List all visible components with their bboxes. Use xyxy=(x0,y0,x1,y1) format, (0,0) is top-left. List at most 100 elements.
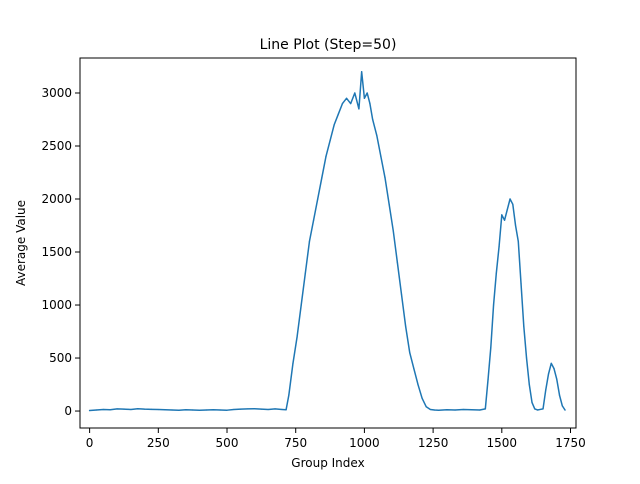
series-point xyxy=(388,203,390,205)
y-tick-label: 2000 xyxy=(41,192,72,206)
series-point xyxy=(545,389,547,391)
series-point xyxy=(116,408,118,410)
series-point xyxy=(503,219,506,221)
series-point xyxy=(363,97,366,99)
series-point xyxy=(219,409,221,411)
series-point xyxy=(528,383,530,386)
series-point xyxy=(366,92,368,94)
series-point xyxy=(470,409,473,411)
x-tick-label: 1500 xyxy=(487,436,518,450)
series-point xyxy=(490,346,492,349)
x-tick-label: 0 xyxy=(86,436,94,450)
series-point xyxy=(376,134,378,136)
series-point xyxy=(498,246,500,248)
series-point xyxy=(487,378,489,380)
series-point xyxy=(130,408,132,411)
series-point xyxy=(433,409,436,411)
series-point xyxy=(296,336,298,338)
series-point xyxy=(425,406,427,408)
series-point xyxy=(413,368,415,370)
series-point xyxy=(361,71,363,73)
series-point xyxy=(484,408,486,410)
series-point xyxy=(520,283,522,285)
plot-area-frame xyxy=(79,57,577,429)
series-point xyxy=(372,118,374,121)
series-point xyxy=(300,304,302,306)
y-tick-label: 0 xyxy=(64,404,72,418)
series-point xyxy=(558,394,561,396)
series-point xyxy=(542,408,544,410)
series-point xyxy=(321,177,323,179)
series-point xyxy=(523,325,525,327)
series-point xyxy=(304,272,306,274)
series-point xyxy=(501,214,503,216)
series-point xyxy=(380,156,382,158)
series-point xyxy=(157,408,159,411)
series-point xyxy=(137,408,139,410)
series-point xyxy=(514,224,517,227)
series-layer xyxy=(88,71,566,412)
y-tick-label: 1000 xyxy=(41,298,72,312)
series-point xyxy=(384,177,386,179)
series-point xyxy=(178,409,180,411)
series-point xyxy=(226,409,228,411)
series-point xyxy=(564,409,566,411)
series-point xyxy=(267,408,269,411)
series-point xyxy=(525,357,528,359)
y-axis-label: Average Value xyxy=(14,200,28,286)
series-point xyxy=(205,409,207,411)
series-point xyxy=(102,408,104,411)
series-point xyxy=(325,156,327,158)
series-point xyxy=(337,113,339,115)
series-point xyxy=(150,408,153,410)
series-point xyxy=(329,140,331,142)
series-point xyxy=(421,397,423,399)
series-point xyxy=(429,408,431,411)
x-tick-label: 750 xyxy=(284,436,307,450)
series-line xyxy=(88,71,566,412)
series-point xyxy=(550,362,552,364)
series-point xyxy=(247,408,249,410)
series-0 xyxy=(88,71,566,412)
series-point xyxy=(409,352,411,354)
series-point xyxy=(274,408,276,410)
chart-title: Line Plot (Step=50) xyxy=(260,37,397,53)
series-point xyxy=(534,408,536,410)
series-point xyxy=(454,409,456,411)
series-point xyxy=(341,102,344,105)
series-point xyxy=(109,409,111,411)
series-point xyxy=(400,293,403,296)
y-tick-label: 500 xyxy=(49,351,72,365)
series-point xyxy=(240,408,242,410)
x-tick-label: 250 xyxy=(147,436,170,450)
y-tick-label: 1500 xyxy=(41,245,72,259)
series-point xyxy=(345,97,348,99)
series-point xyxy=(479,409,481,411)
series-point xyxy=(350,102,352,105)
series-point xyxy=(536,409,539,411)
series-point xyxy=(509,198,511,200)
series-point xyxy=(556,378,558,380)
x-axis-label: Group Index xyxy=(291,456,364,470)
y-tick-label: 2500 xyxy=(41,139,72,153)
series-point xyxy=(281,408,283,411)
x-tick-label: 1750 xyxy=(555,436,586,450)
series-point xyxy=(288,394,290,396)
series-point xyxy=(547,373,550,375)
series-point xyxy=(333,124,335,126)
series-point xyxy=(317,198,319,200)
series-point xyxy=(392,230,394,232)
series-point xyxy=(123,408,125,410)
series-point xyxy=(95,409,98,411)
series-point xyxy=(396,262,398,264)
x-tick-label: 500 xyxy=(216,436,239,450)
series-point xyxy=(462,408,464,411)
series-point xyxy=(446,409,448,411)
series-point xyxy=(561,405,563,407)
series-point xyxy=(185,409,187,411)
series-point xyxy=(233,408,235,411)
series-point xyxy=(285,409,287,411)
